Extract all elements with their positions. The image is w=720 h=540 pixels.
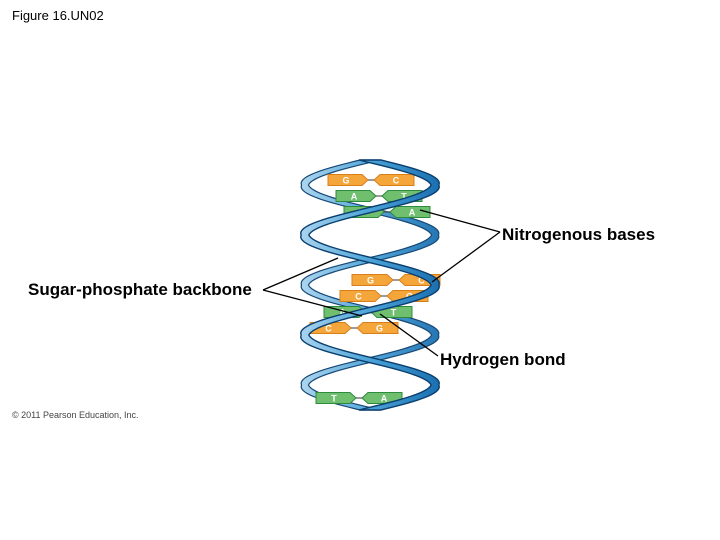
svg-text:C: C: [355, 292, 362, 302]
svg-text:T: T: [331, 394, 337, 404]
svg-text:A: A: [409, 208, 416, 218]
svg-text:C: C: [393, 176, 400, 186]
copyright: © 2011 Pearson Education, Inc.: [12, 410, 139, 420]
label-nitrogenous-bases: Nitrogenous bases: [502, 225, 655, 245]
svg-text:G: G: [367, 276, 374, 286]
dna-diagram: GCATTAGCCGATCGTA: [0, 0, 720, 540]
svg-text:G: G: [342, 176, 349, 186]
label-backbone: Sugar-phosphate backbone: [28, 280, 252, 300]
svg-text:A: A: [381, 394, 388, 404]
svg-text:A: A: [351, 192, 358, 202]
label-hydrogen-bond: Hydrogen bond: [440, 350, 566, 370]
svg-text:G: G: [376, 324, 383, 334]
svg-text:T: T: [391, 308, 397, 318]
